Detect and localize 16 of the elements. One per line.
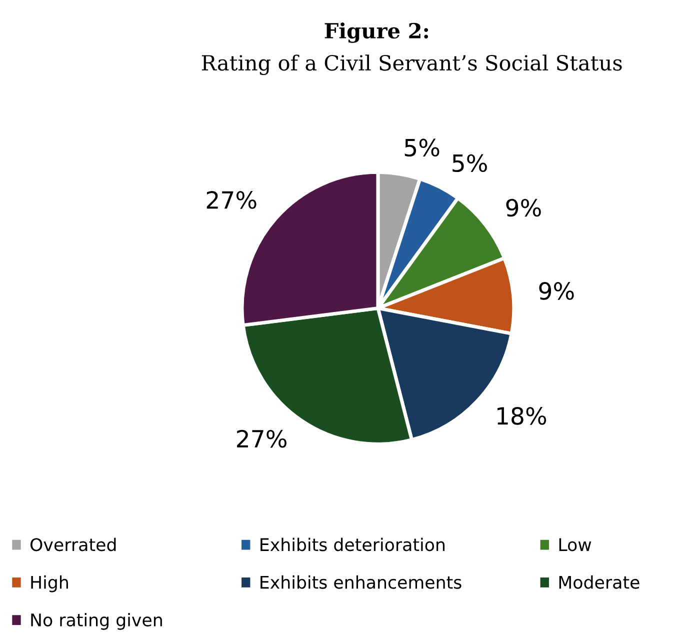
legend-label: Moderate: [559, 575, 640, 589]
legend-label: Overrated: [30, 538, 116, 552]
data-label: 27%: [237, 430, 286, 448]
data-label: 9%: [539, 282, 574, 300]
legend-label: High: [31, 575, 68, 592]
data-label: 9%: [506, 198, 541, 217]
data-label: 18%: [498, 406, 546, 425]
chart-subtitle: Rating of a Civil Servant’s Social Status: [202, 54, 622, 76]
data-label: 5%: [404, 138, 440, 157]
legend-label: Exhibits enhancements: [260, 575, 462, 589]
legend-label: Low: [559, 538, 592, 552]
data-label: 27%: [206, 191, 256, 209]
legend-label: No rating given: [31, 613, 162, 630]
chart-title: Figure 2:: [324, 22, 428, 43]
legend-label: Exhibits deterioration: [260, 538, 444, 552]
data-label: 5%: [452, 154, 487, 172]
